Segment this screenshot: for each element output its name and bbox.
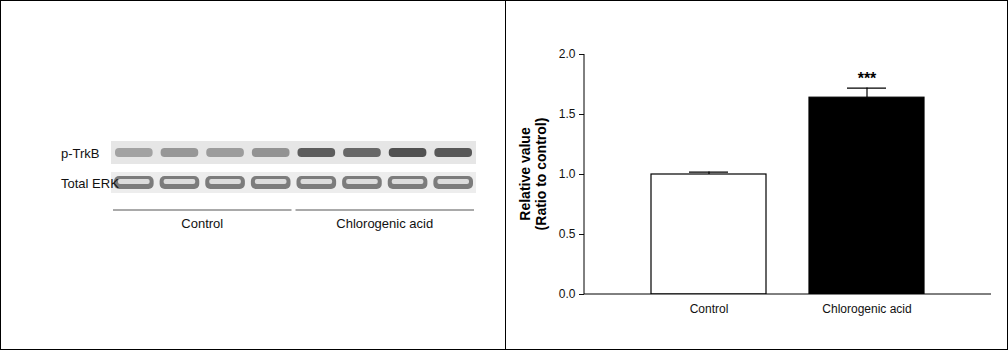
svg-text:1.0: 1.0 [559, 167, 576, 181]
svg-text:***: *** [858, 70, 877, 87]
svg-text:2.0: 2.0 [559, 47, 576, 61]
svg-text:Relative value(Ratio to contro: Relative value(Ratio to control) [517, 118, 549, 231]
svg-text:Chlorogenic acid: Chlorogenic acid [822, 302, 911, 316]
svg-text:Control: Control [181, 216, 223, 231]
svg-text:0.0: 0.0 [559, 287, 576, 301]
svg-text:Control: Control [690, 302, 729, 316]
svg-text:0.5: 0.5 [559, 227, 576, 241]
svg-text:Chlorogenic acid: Chlorogenic acid [336, 216, 433, 231]
svg-text:p-TrkB: p-TrkB [61, 146, 100, 161]
svg-text:Total ERK: Total ERK [61, 176, 119, 191]
svg-text:1.5: 1.5 [559, 107, 576, 121]
